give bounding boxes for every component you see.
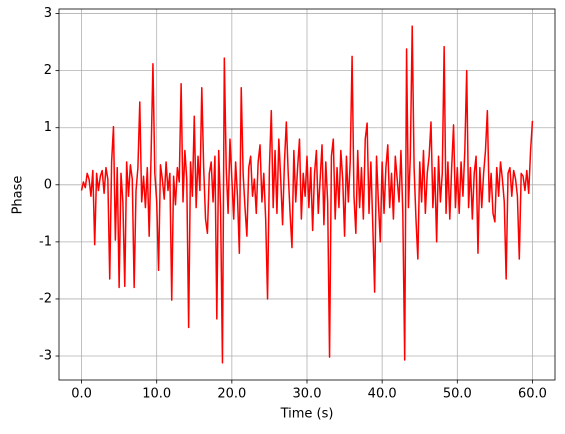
y-tick-label: -1: [39, 234, 52, 249]
y-tick-label: 1: [44, 120, 52, 135]
x-tick-label: 40.0: [368, 387, 397, 402]
x-tick-label: 20.0: [217, 387, 246, 402]
x-tick-label: 30.0: [293, 387, 322, 402]
x-tick-label: 50.0: [443, 387, 472, 402]
y-tick-label: 0: [44, 177, 52, 192]
x-tick-label: 60.0: [518, 387, 547, 402]
y-tick-label: 3: [44, 6, 52, 21]
x-tick-label: 0.0: [71, 387, 92, 402]
plot-frame: [58, 8, 556, 381]
x-axis-label: Time (s): [280, 407, 334, 422]
x-tick-label: 10.0: [142, 387, 171, 402]
y-axis-label: Phase: [11, 176, 26, 215]
y-tick-label: -3: [39, 349, 52, 364]
y-tick-label: -2: [39, 291, 52, 306]
data-line: [80, 25, 534, 364]
y-tick-label: 2: [44, 63, 52, 78]
